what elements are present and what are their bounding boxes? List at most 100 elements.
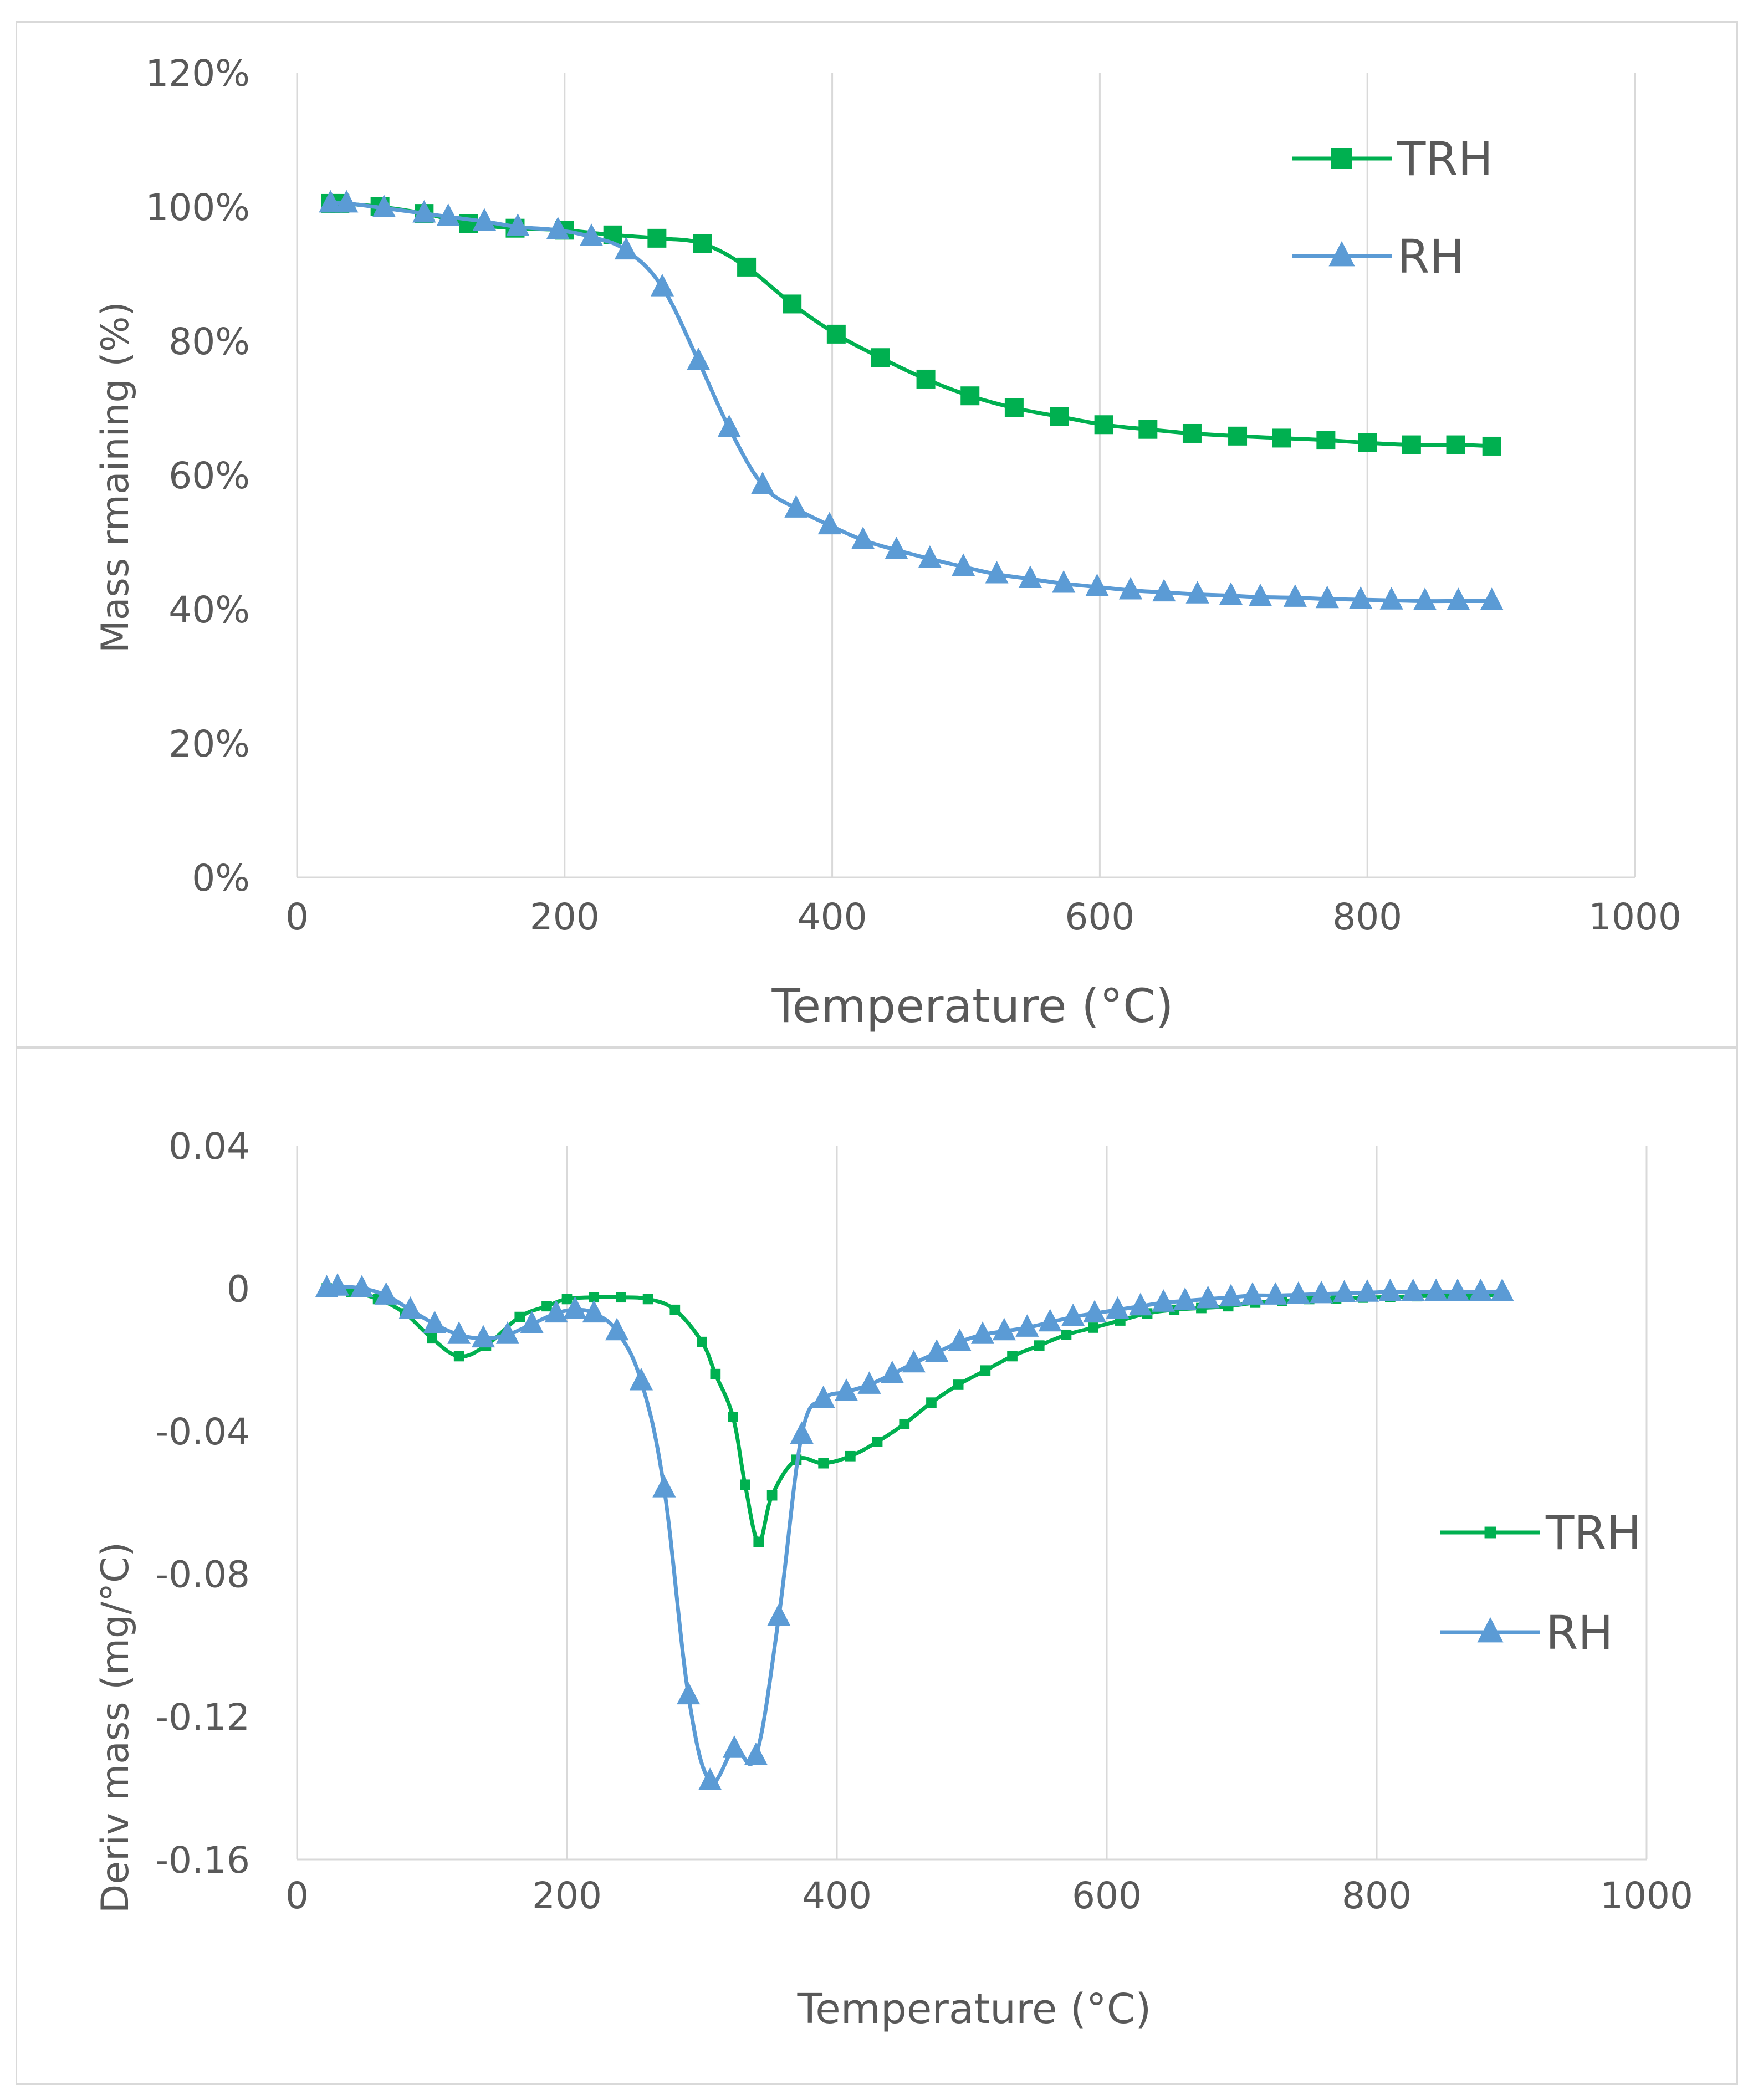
- data-point-trh: [427, 1333, 437, 1344]
- data-point-rh: [1015, 1314, 1039, 1337]
- y-tick-label: -0.16: [155, 1839, 250, 1882]
- data-point-rh: [1264, 1282, 1287, 1305]
- data-point-trh: [1228, 426, 1248, 446]
- data-point-rh: [520, 1310, 544, 1333]
- axes: [296, 73, 1635, 878]
- data-point-trh: [1182, 423, 1202, 443]
- data-point-trh: [710, 1368, 721, 1379]
- data-point-trh: [960, 386, 980, 406]
- data-point-trh: [1358, 433, 1377, 452]
- data-point-trh: [1482, 436, 1501, 456]
- data-point-rh: [582, 1300, 606, 1323]
- data-point-trh: [953, 1379, 964, 1390]
- data-point-rh: [1378, 1278, 1402, 1301]
- data-point-rh: [1152, 1289, 1176, 1312]
- data-point-rh: [811, 1385, 835, 1408]
- y-tick-label: -0.04: [155, 1411, 250, 1453]
- data-point-rh: [350, 1275, 374, 1298]
- data-point-trh: [753, 1536, 764, 1547]
- data-point-rh: [652, 1474, 676, 1498]
- data-point-rh: [563, 1296, 587, 1319]
- data-point-rh: [1310, 1280, 1333, 1304]
- data-point-rh: [650, 273, 674, 297]
- series-rh: [319, 190, 1504, 610]
- data-point-rh: [1052, 570, 1076, 593]
- x-tick-label: 0: [285, 1874, 309, 1917]
- data-point-rh: [1424, 1278, 1448, 1301]
- data-point-rh: [325, 1273, 350, 1296]
- data-point-rh: [372, 195, 396, 217]
- data-point-trh: [642, 1294, 653, 1305]
- data-point-rh: [374, 1282, 398, 1305]
- legend-item-trh: TRH: [1440, 1506, 1642, 1560]
- series-rh: [315, 1273, 1514, 1790]
- data-point-trh: [541, 1301, 552, 1312]
- data-point-trh: [728, 1412, 738, 1422]
- data-point-trh: [818, 1458, 829, 1469]
- data-point-trh: [872, 1437, 883, 1447]
- data-point-trh: [783, 294, 802, 314]
- data-point-rh: [629, 1367, 653, 1391]
- data-point-trh: [1316, 431, 1336, 450]
- data-point-rh: [614, 237, 638, 260]
- data-point-trh: [1007, 1351, 1018, 1362]
- data-point-rh: [506, 213, 530, 236]
- y-tick-label: 0: [227, 1268, 250, 1310]
- data-point-rh: [790, 1421, 814, 1444]
- data-point-trh: [1138, 420, 1158, 439]
- data-point-rh: [1249, 583, 1272, 606]
- data-point-rh: [319, 190, 343, 213]
- data-point-rh: [412, 200, 436, 223]
- y-axis-title: Deriv mass (mg/°C): [94, 1542, 137, 1913]
- data-point-rh: [885, 537, 908, 559]
- data-point-rh: [744, 1742, 768, 1765]
- data-point-trh: [514, 1311, 525, 1322]
- data-point-trh: [1061, 1329, 1072, 1340]
- legend-label: RH: [1397, 229, 1465, 284]
- data-point-rh: [1196, 1285, 1220, 1309]
- data-point-trh: [1402, 435, 1421, 454]
- data-point-rh: [750, 471, 775, 494]
- legend-item-rh: RH: [1292, 229, 1465, 284]
- data-point-rh: [1447, 587, 1470, 610]
- data-point-rh: [817, 512, 841, 535]
- data-point-rh: [834, 1378, 858, 1401]
- data-point-rh: [1332, 1280, 1356, 1303]
- data-point-trh: [1446, 435, 1465, 454]
- x-axis-title: Temperature (°C): [771, 979, 1174, 1033]
- y-tick-label: 60%: [168, 454, 250, 497]
- y-tick-label: 40%: [168, 589, 250, 631]
- data-point-rh: [1480, 587, 1504, 610]
- x-tick-labels: 0 200 400 600 800 1000: [285, 1874, 1693, 1917]
- data-point-trh: [737, 257, 757, 277]
- data-point-rh: [546, 217, 570, 239]
- data-point-rh: [1355, 1279, 1379, 1302]
- tga-chart-panel: 0 200 400 600 800 1000 0% 20% 40% 60% 80% 100% 120%…: [16, 21, 1738, 1048]
- data-point-rh: [717, 415, 741, 437]
- data-point-rh: [335, 190, 359, 213]
- y-tick-label: -0.12: [155, 1696, 250, 1739]
- data-point-rh: [605, 1317, 629, 1341]
- data-point-trh: [1088, 1322, 1098, 1333]
- data-point-trh: [1272, 428, 1291, 448]
- legend-marker: [1477, 1617, 1504, 1643]
- data-point-rh: [495, 1321, 519, 1344]
- y-axis-title: Mass rmaining (%): [94, 302, 137, 653]
- y-tick-label: 20%: [168, 723, 250, 765]
- data-point-rh: [1083, 1300, 1107, 1323]
- data-point-rh: [1018, 565, 1042, 588]
- data-point-rh: [1128, 1292, 1152, 1316]
- data-point-rh: [544, 1300, 568, 1323]
- data-point-rh: [992, 1317, 1016, 1341]
- x-gridlines: [564, 73, 1636, 877]
- y-tick-labels: 0% 20% 40% 60% 80% 100% 120%: [145, 52, 250, 900]
- data-point-trh: [693, 234, 712, 253]
- y-tick-label: 80%: [168, 320, 250, 363]
- data-point-rh: [1240, 1282, 1265, 1305]
- data-point-trh: [669, 1304, 681, 1315]
- data-point-trh: [871, 348, 890, 367]
- x-tick-label: 400: [802, 1874, 872, 1917]
- y-tick-label: 0.04: [168, 1125, 250, 1168]
- data-point-trh: [899, 1418, 910, 1429]
- data-point-rh: [698, 1767, 722, 1790]
